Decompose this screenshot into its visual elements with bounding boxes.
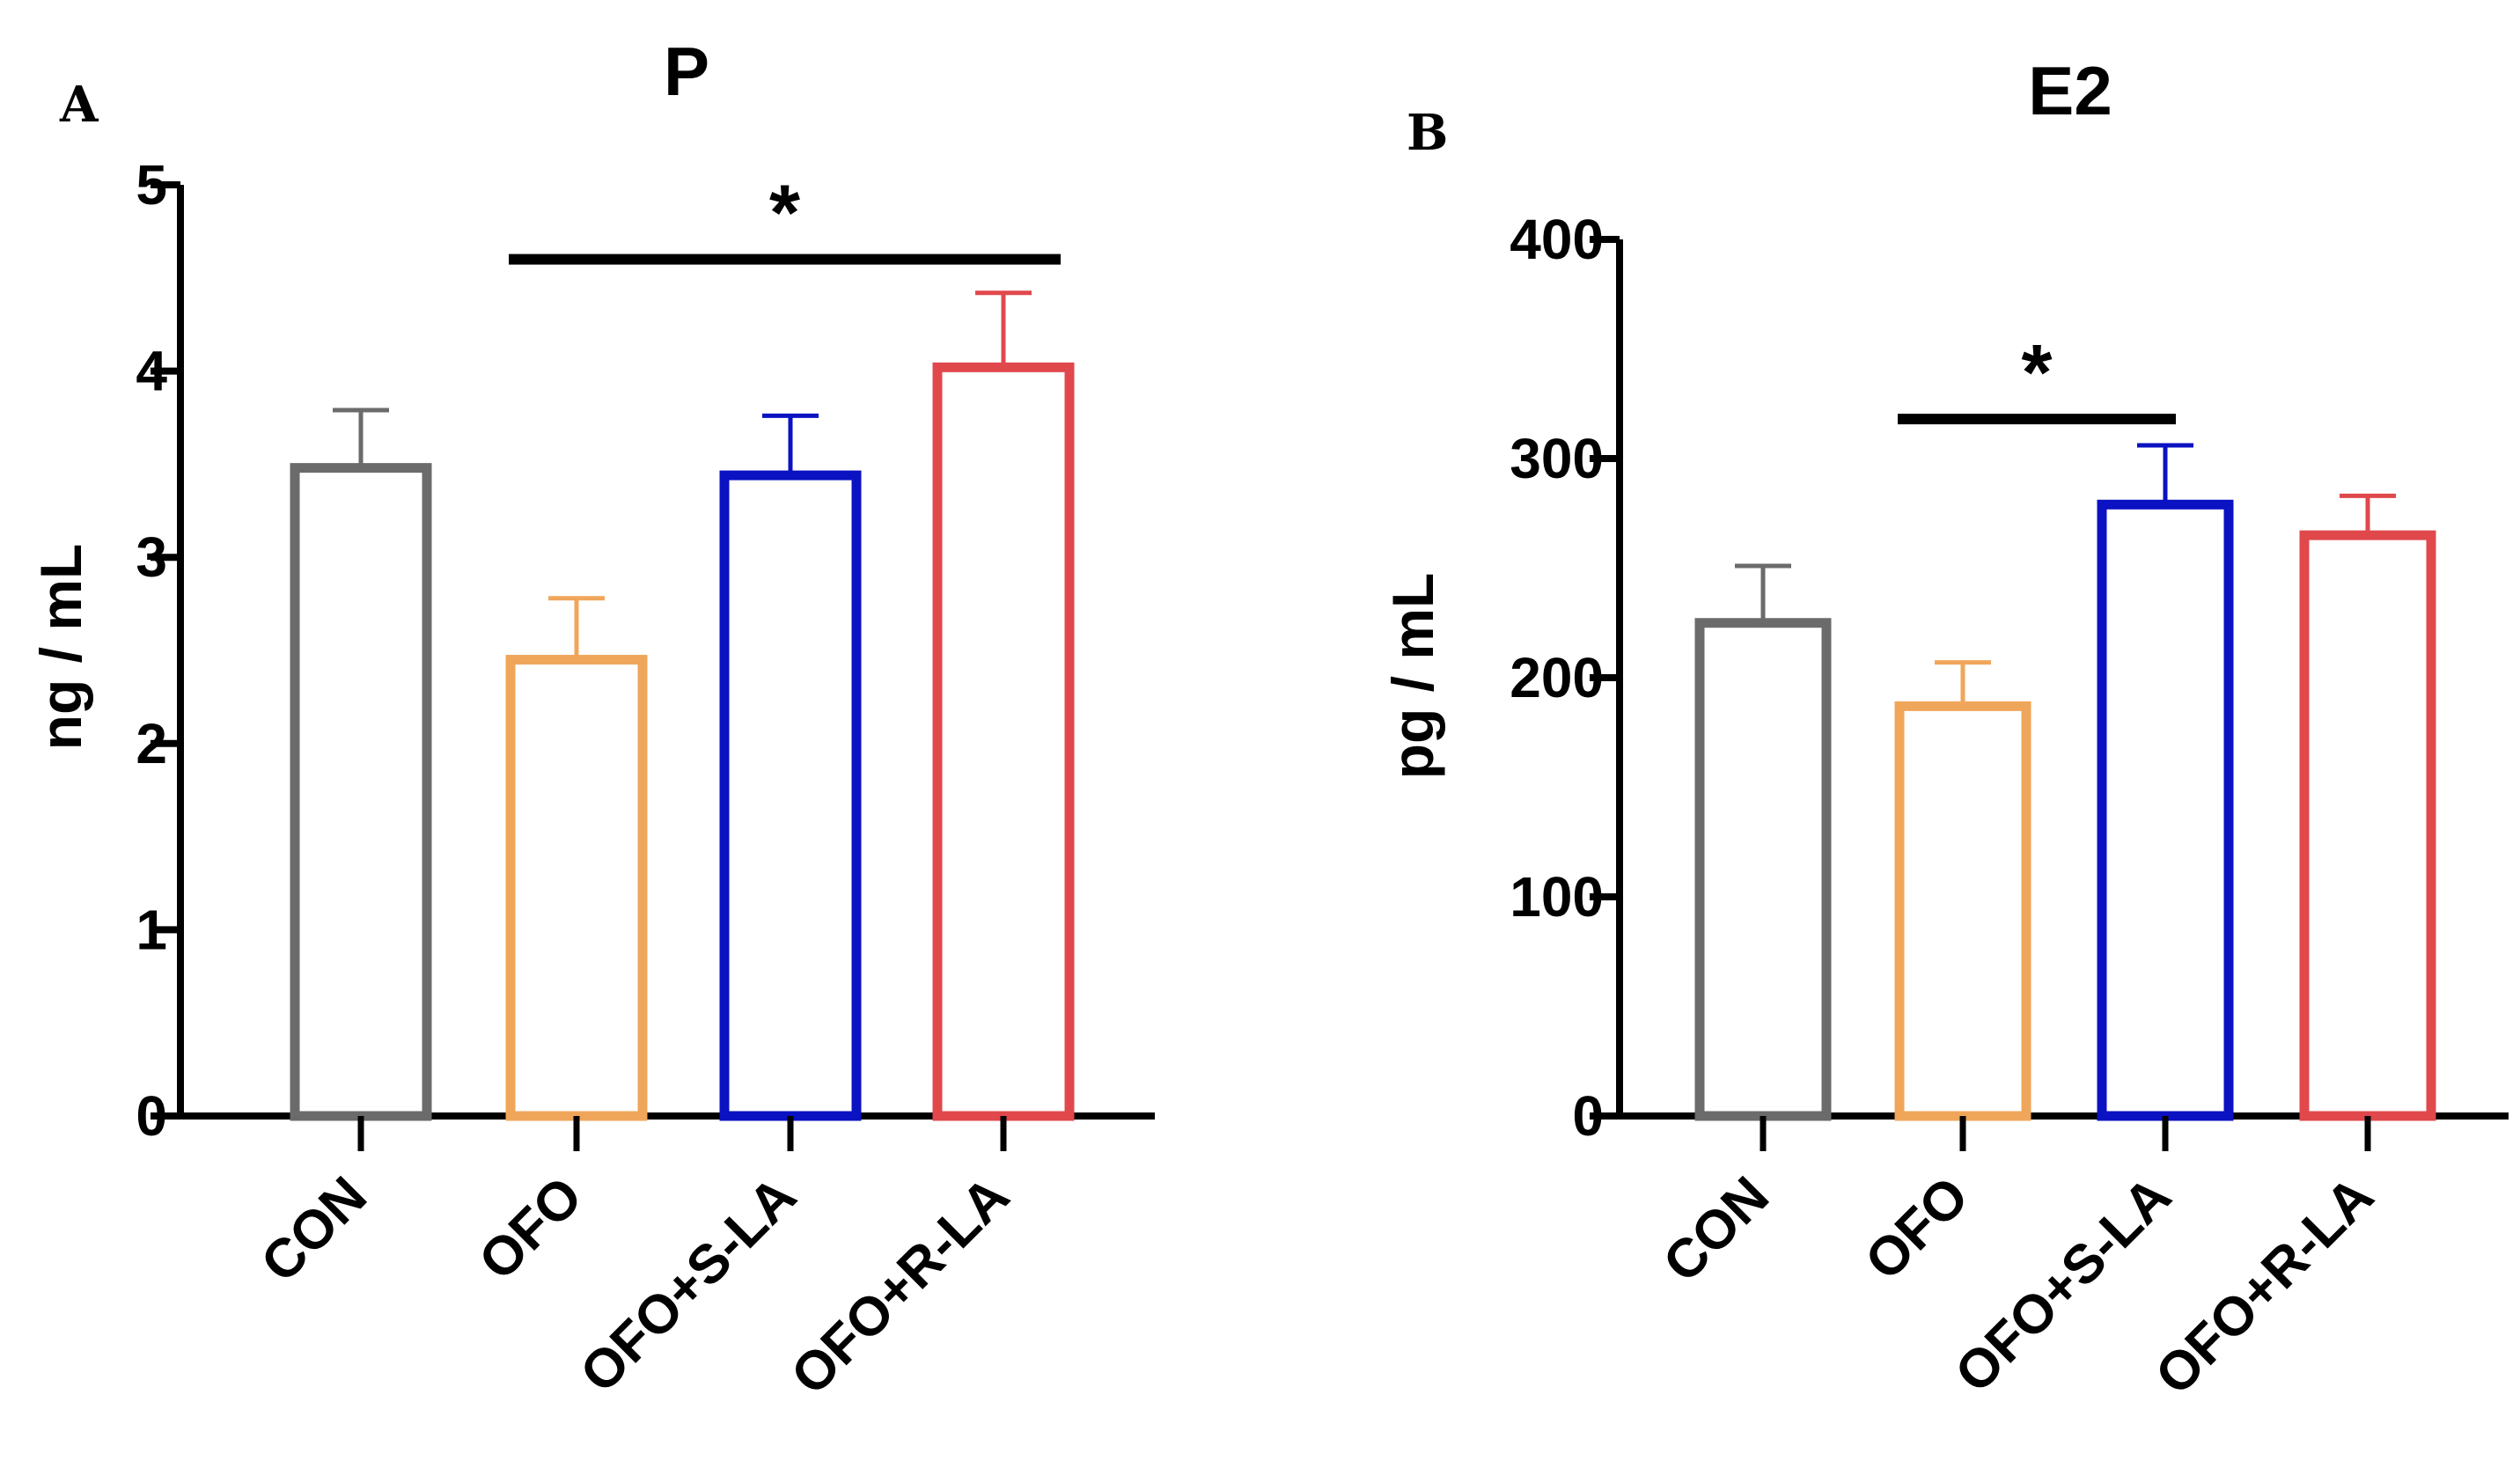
panel-a-bar-con xyxy=(290,463,432,1121)
panel-b-bar-ofo-r-la xyxy=(2299,530,2436,1121)
panel-b-y-tick-label: 400 xyxy=(1510,208,1604,271)
panel-a-x-tick-label: CON xyxy=(250,1165,378,1294)
panel-b-x-tick-label: CON xyxy=(1652,1165,1781,1294)
panel-a: A P ng / mL 0 1 2 3 4 5 CON OFOOFO+S-LAOFO+R-LA… xyxy=(28,33,1155,1406)
panel-b-y-tick-label: 100 xyxy=(1510,865,1604,929)
panel-b-y-tick-label: 200 xyxy=(1510,646,1604,709)
panel-a-significance-star: * xyxy=(769,170,800,258)
panel-a-title: P xyxy=(664,33,709,110)
panel-a-y-tick-label: 0 xyxy=(136,1084,167,1148)
panel-b-bar-ofo xyxy=(1894,701,2031,1121)
panel-b-letter: B xyxy=(1407,104,1448,162)
panel-b-y-tick-label: 300 xyxy=(1510,427,1604,490)
panel-a-letter: A xyxy=(59,76,99,134)
panel-a-y-tick-label: 2 xyxy=(136,712,167,775)
panel-a-y-tick-label: 3 xyxy=(136,525,167,589)
panel-b-x-tick-label: OFO+S-LA xyxy=(1943,1165,2183,1405)
panel-a-x-tick-label: OFO xyxy=(467,1165,594,1292)
panel-b-y-axis-label: pg / mL xyxy=(1380,573,1445,780)
panel-a-bar-ofo-s-la xyxy=(719,470,862,1121)
panel-a-x-tick-label: OFO+S-LA xyxy=(569,1165,808,1405)
panel-b-x-tick-label: OFO+R-LA xyxy=(2144,1165,2385,1406)
panel-a-x-tick-label: OFO+R-LA xyxy=(780,1165,1021,1406)
panel-b-title: E2 xyxy=(2028,52,2112,129)
panel-a-y-tick-label: 5 xyxy=(136,153,167,217)
panel-b: B E2 pg / mL 0 100 200 300 400 CON OFOOFO+S-LA… xyxy=(1380,52,2509,1406)
panel-a-y-tick-label: 1 xyxy=(136,898,167,961)
panel-a-y-axis-label: ng / mL xyxy=(28,544,93,751)
panel-a-y-tick-label: 4 xyxy=(136,340,167,403)
panel-b-y-tick-label: 0 xyxy=(1572,1084,1604,1148)
panel-b-x-tick-label: OFO xyxy=(1854,1165,1980,1292)
panel-a-bar-ofo-r-la xyxy=(932,362,1075,1121)
panel-b-bar-con xyxy=(1694,618,1832,1121)
panel-a-bar-ofo xyxy=(505,655,648,1121)
panel-b-significance-star: * xyxy=(2021,329,2052,417)
panel-b-bar-ofo-s-la xyxy=(2097,499,2234,1121)
